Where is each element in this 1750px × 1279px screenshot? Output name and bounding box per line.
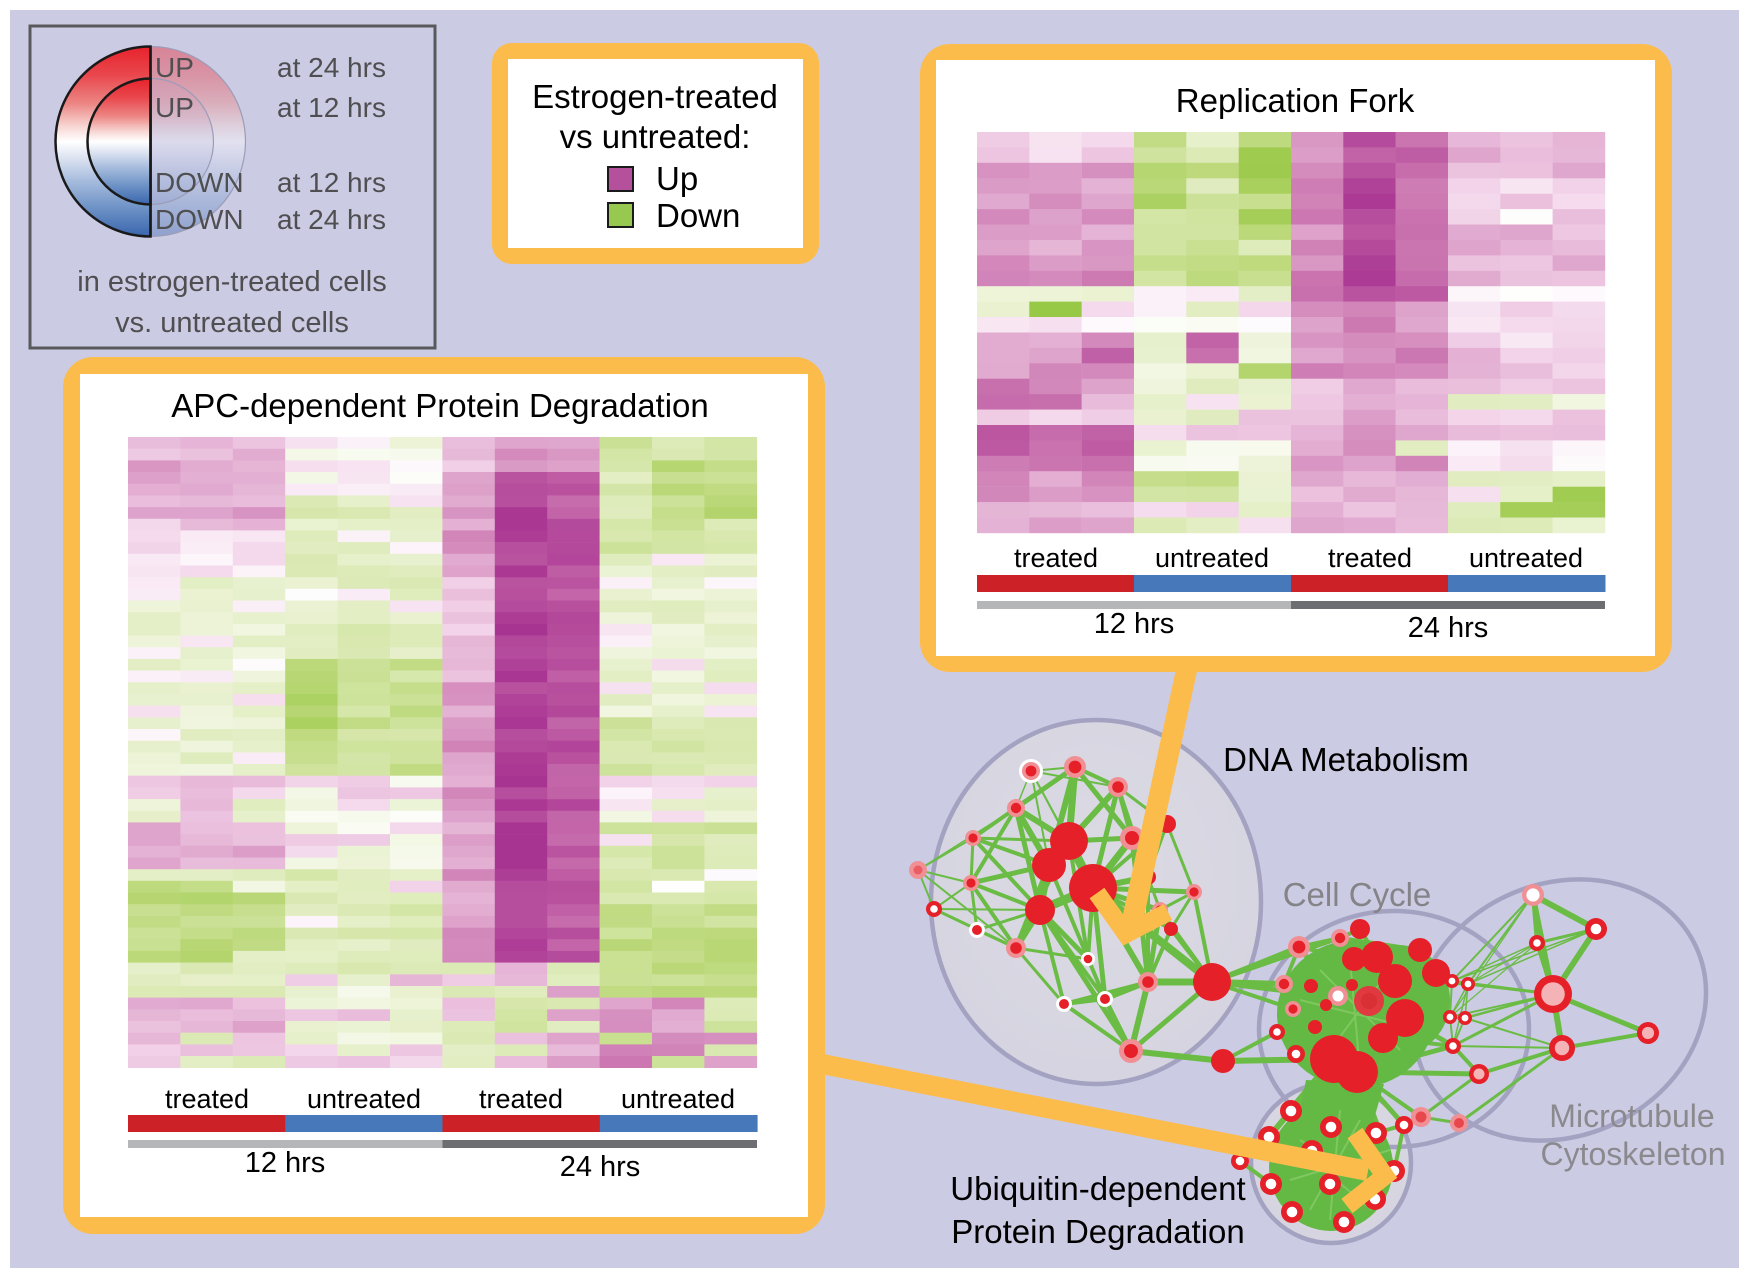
svg-text:untreated: untreated (307, 1084, 421, 1114)
svg-text:12 hrs: 12 hrs (1094, 608, 1175, 640)
svg-text:Ubiquitin-dependent: Ubiquitin-dependent (950, 1170, 1245, 1207)
svg-text:DOWN: DOWN (155, 167, 244, 198)
svg-text:24 hrs: 24 hrs (560, 1151, 641, 1183)
svg-text:DOWN: DOWN (155, 204, 244, 235)
svg-text:in estrogen-treated cells: in estrogen-treated cells (77, 266, 387, 298)
svg-text:untreated: untreated (1155, 543, 1269, 573)
svg-text:at 24 hrs: at 24 hrs (277, 204, 386, 235)
svg-text:vs. untreated cells: vs. untreated cells (115, 307, 349, 339)
svg-text:Protein Degradation: Protein Degradation (951, 1213, 1245, 1250)
svg-text:vs untreated:: vs untreated: (560, 118, 751, 155)
svg-text:Cell Cycle: Cell Cycle (1283, 876, 1432, 913)
svg-text:treated: treated (165, 1084, 249, 1114)
svg-text:Up: Up (656, 160, 698, 197)
svg-text:UP: UP (155, 52, 194, 83)
svg-text:treated: treated (1014, 543, 1098, 573)
svg-text:Microtubule: Microtubule (1549, 1098, 1714, 1134)
svg-text:Cytoskeleton: Cytoskeleton (1541, 1136, 1726, 1172)
svg-text:UP: UP (155, 92, 194, 123)
svg-text:12 hrs: 12 hrs (245, 1147, 326, 1179)
svg-text:treated: treated (1328, 543, 1412, 573)
svg-text:DNA Metabolism: DNA Metabolism (1223, 741, 1469, 778)
svg-text:Down: Down (656, 197, 740, 234)
svg-text:Replication Fork: Replication Fork (1176, 82, 1415, 119)
svg-text:24 hrs: 24 hrs (1408, 612, 1489, 644)
svg-text:untreated: untreated (1469, 543, 1583, 573)
svg-text:at 12 hrs: at 12 hrs (277, 92, 386, 123)
svg-text:untreated: untreated (621, 1084, 735, 1114)
svg-text:APC-dependent Protein Degradat: APC-dependent Protein Degradation (171, 387, 709, 424)
svg-text:treated: treated (479, 1084, 563, 1114)
svg-text:at 24 hrs: at 24 hrs (277, 52, 386, 83)
svg-text:Estrogen-treated: Estrogen-treated (532, 78, 778, 115)
svg-text:at 12 hrs: at 12 hrs (277, 167, 386, 198)
